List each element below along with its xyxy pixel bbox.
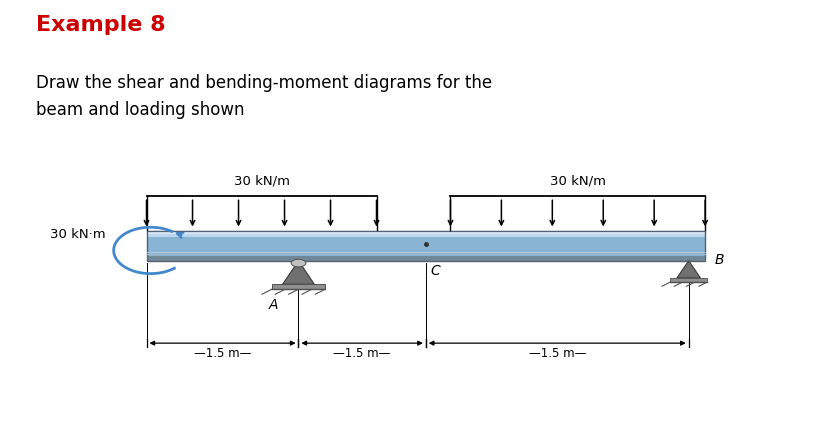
- Text: 30 kN/m: 30 kN/m: [550, 174, 606, 187]
- Bar: [146, 232, 705, 262]
- Text: 30 kN·m: 30 kN·m: [50, 227, 106, 241]
- Bar: [146, 234, 705, 238]
- Text: —1.5 m—: —1.5 m—: [528, 346, 586, 359]
- Bar: [272, 285, 325, 290]
- Text: A: A: [269, 297, 278, 311]
- Bar: [146, 232, 705, 234]
- Polygon shape: [283, 262, 314, 285]
- Text: —1.5 m—: —1.5 m—: [194, 346, 251, 359]
- Bar: [146, 256, 705, 262]
- Text: 30 kN/m: 30 kN/m: [233, 174, 289, 187]
- Text: Example 8: Example 8: [36, 15, 165, 35]
- Text: —1.5 m—: —1.5 m—: [333, 346, 391, 359]
- Bar: [146, 238, 705, 256]
- Text: B: B: [715, 252, 724, 266]
- Polygon shape: [677, 262, 700, 278]
- Bar: [670, 278, 707, 282]
- Text: C: C: [430, 263, 440, 277]
- Text: Draw the shear and bending-moment diagrams for the
beam and loading shown: Draw the shear and bending-moment diagra…: [36, 74, 492, 118]
- Circle shape: [291, 260, 306, 267]
